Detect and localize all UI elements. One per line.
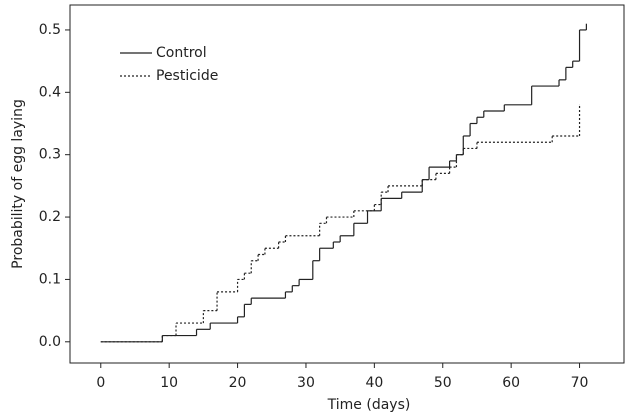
- y-tick-label: 0.3: [39, 147, 61, 163]
- x-tick-label: 60: [502, 375, 520, 391]
- y-tick-label: 0.4: [39, 84, 61, 100]
- x-axis-label: Time (days): [327, 397, 411, 413]
- x-tick-label: 10: [160, 375, 178, 391]
- y-axis-label: Probability of egg laying: [10, 99, 26, 269]
- legend-label: Control: [156, 45, 207, 61]
- y-tick-label: 0.2: [39, 209, 61, 225]
- y-tick-label: 0.5: [39, 22, 61, 38]
- legend-label: Pesticide: [156, 68, 218, 84]
- x-tick-label: 40: [365, 375, 383, 391]
- x-tick-label: 50: [434, 375, 452, 391]
- x-tick-label: 0: [96, 375, 105, 391]
- x-tick-label: 20: [229, 375, 247, 391]
- x-tick-label: 70: [571, 375, 589, 391]
- plot-frame: [69, 4, 625, 364]
- y-tick-label: 0.1: [39, 271, 61, 287]
- x-tick-label: 30: [297, 375, 315, 391]
- y-tick-label: 0.0: [39, 334, 61, 350]
